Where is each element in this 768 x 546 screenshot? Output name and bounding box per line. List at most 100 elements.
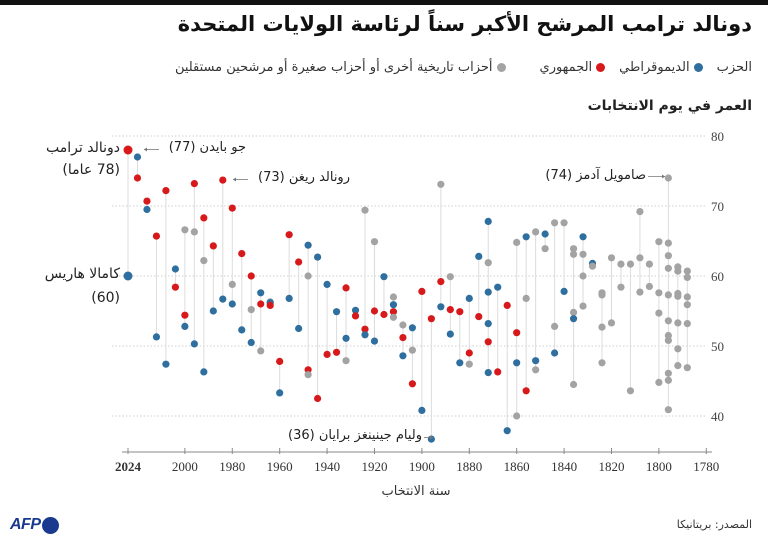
data-point-R-1996	[190, 180, 198, 188]
arrow-adams-head	[662, 174, 665, 179]
x-tick-label: 1860	[504, 459, 530, 474]
data-point-D-1884	[456, 359, 464, 367]
legend-item-other: أحزاب تاريخية أخرى أو أحزاب صغيرة أو مرش…	[175, 60, 506, 75]
data-point-O-1792	[674, 345, 682, 353]
data-point-O-1816	[617, 260, 625, 268]
data-point-O-1908	[399, 321, 407, 329]
legend: الحزب الديموقراطي الجمهوري أحزاب تاريخية…	[175, 60, 752, 75]
data-point-D-1984	[219, 295, 227, 303]
data-point-O-1812	[626, 260, 635, 268]
data-point-R-1928	[351, 312, 360, 320]
data-point-R-1856	[522, 387, 530, 395]
data-point-O-1788	[683, 364, 691, 372]
data-point-O-1788	[683, 267, 691, 275]
data-point-R-1936	[332, 348, 341, 356]
x-tick-label: 1820	[598, 459, 624, 474]
data-point-O-1880	[465, 360, 473, 368]
data-point-R-1880	[465, 349, 473, 357]
annotation-reagan: رونالد ريغن (73)	[258, 170, 350, 185]
data-point-O-1832	[579, 302, 587, 310]
data-point-R-1896	[427, 315, 435, 323]
data-point-R-1964	[266, 301, 274, 309]
data-point-D-1972	[247, 338, 255, 347]
data-point-D-1848	[541, 230, 549, 238]
data-point-D-2000	[181, 322, 189, 330]
data-point-D-1872	[484, 217, 492, 225]
data-point-R-2004	[171, 283, 179, 291]
data-point-O-1800	[655, 238, 663, 246]
data-point-D-1840	[560, 287, 568, 295]
data-point-R-1888	[446, 306, 454, 314]
data-point-O-1872	[484, 259, 492, 267]
democrat-dot-icon	[693, 63, 703, 72]
legend-item-democrat: الديموقراطي	[619, 60, 703, 75]
data-point-O-1808	[636, 208, 644, 216]
data-point-D-2020	[133, 153, 142, 161]
data-point-O-1948	[304, 371, 312, 379]
data-point-R-1872	[484, 338, 492, 346]
data-point-O-1844	[551, 322, 559, 330]
data-point-O-1924	[361, 206, 369, 214]
data-point-D-1996	[190, 340, 198, 348]
data-point-R-1908	[399, 334, 407, 342]
data-point-O-1856	[522, 294, 530, 302]
data-point-D-1944	[314, 253, 322, 261]
data-point-D-1932	[342, 334, 350, 342]
x-tick-label: 2000	[172, 459, 198, 474]
data-point-D-1880	[465, 294, 473, 302]
data-point-R-1904	[408, 380, 416, 388]
data-point-D-1976	[238, 326, 246, 334]
data-point-O-1796	[664, 264, 672, 272]
data-point-D-1888	[446, 330, 454, 338]
data-point-D-1988	[209, 307, 217, 315]
data-point-O-1788	[683, 320, 691, 328]
data-point-D-1956	[285, 294, 293, 302]
data-point-R-1980	[228, 204, 236, 212]
data-point-D-2024	[123, 271, 133, 281]
data-point-O-1796	[664, 406, 672, 414]
data-point-D-1900	[418, 406, 426, 414]
data-point-O-1796	[664, 239, 672, 247]
source-note: المصدر: بريتانيكا	[676, 518, 752, 531]
data-point-O-1920	[370, 238, 379, 246]
data-point-R-1992	[200, 214, 208, 222]
data-point-O-1796	[664, 317, 672, 325]
data-point-O-1796	[664, 369, 672, 377]
x-tick-label: 1780	[693, 459, 719, 474]
data-point-O-1792	[674, 319, 682, 327]
annotation-trump-age: (78 عاما)	[62, 162, 120, 178]
data-point-D-1904	[408, 324, 416, 332]
annotation-harris-name: كامالا هاريس	[44, 266, 120, 282]
data-point-R-1960	[276, 357, 284, 365]
annotation-harris-age: (60)	[91, 290, 120, 306]
data-point-O-1824	[598, 359, 606, 367]
data-point-R-1868	[494, 368, 502, 376]
data-point-D-1936	[332, 308, 341, 316]
data-point-D-1912	[389, 301, 398, 309]
data-point-D-1832	[579, 233, 587, 241]
data-point-O-1808	[636, 288, 644, 296]
data-point-D-1968	[257, 289, 265, 297]
data-point-D-1980	[228, 300, 236, 308]
data-point-O-1800	[655, 289, 663, 297]
data-point-O-1836	[569, 250, 578, 258]
data-point-R-2012	[152, 232, 161, 240]
data-point-O-1792	[674, 292, 682, 300]
data-point-D-1864	[503, 427, 511, 435]
y-tick-label: 60	[711, 269, 724, 284]
data-point-O-1836	[569, 308, 578, 316]
x-tick-label: 1980	[219, 459, 245, 474]
data-point-D-1928	[351, 306, 360, 314]
data-point-D-1876	[475, 252, 483, 260]
data-point-R-2016	[143, 197, 151, 205]
data-point-D-1856	[522, 233, 530, 241]
data-point-D-1872	[484, 369, 492, 377]
data-point-D-1844	[551, 349, 559, 357]
data-point-O-1800	[655, 309, 663, 317]
data-point-O-1852	[532, 228, 540, 236]
data-point-O-1832	[579, 250, 587, 258]
data-point-D-1872	[484, 320, 492, 328]
annotation-adams: صامويل آدمز (74)	[545, 168, 646, 183]
y-axis-title: العمر في يوم الانتخابات	[587, 98, 752, 114]
data-point-O-1904	[408, 346, 416, 354]
